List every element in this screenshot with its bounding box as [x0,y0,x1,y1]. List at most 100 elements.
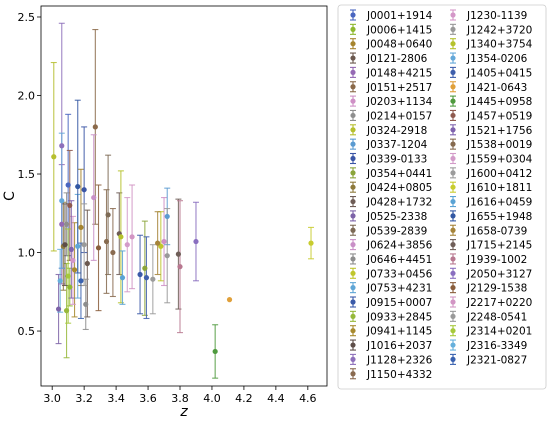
data-point [155,240,161,246]
x-tick-label: 4.2 [235,392,253,405]
legend-marker [450,84,456,90]
legend-label: J1016+2037 [366,340,432,352]
x-tick-label: 3.2 [75,392,93,405]
data-point [158,243,164,249]
legend-marker [450,227,456,233]
legend-entry: J1230-1139 [450,9,527,22]
legend-label: J1405+0415 [466,67,532,79]
data-point [59,143,65,149]
legend-marker [350,227,356,233]
legend-label: J0121-2806 [366,53,428,65]
legend-label: J1655+1948 [466,211,532,223]
error-bars-layer [50,22,315,379]
data-point [63,221,70,227]
legend-entry: J1150+4332 [350,368,432,381]
x-axis-ticks: 3.0 3.2 3.4 3.6 3.8 4.0 4.2 4.4 4.6 [43,386,317,405]
legend-label: J0915+0007 [366,297,432,309]
legend-entry: J0933+2845 [350,310,432,323]
legend-entry: J2248-0541 [450,310,527,323]
x-tick-label: 3.4 [107,392,125,405]
legend-marker [450,184,456,190]
legend-entry: J2129-1538 [450,282,527,295]
legend-entry: J1559+0304 [450,152,533,166]
data-point [129,234,135,240]
legend-entry: J0337-1204 [350,138,428,151]
data-point [226,297,233,303]
legend-label: J1128+2326 [366,354,433,366]
legend-marker [350,328,356,334]
legend-label: J0646+4451 [366,254,432,266]
legend-label: J1939-1002 [466,254,527,266]
legend-label: J1150+4332 [366,369,432,381]
x-tick-label: 3.6 [139,392,157,405]
data-point [70,257,76,263]
data-point [65,273,71,279]
legend-label: J1457+0519 [466,110,532,122]
x-tick-label: 3.0 [43,392,61,405]
legend-marker [350,141,356,147]
data-point [193,238,199,245]
data-point [63,308,70,314]
legend-entry: J0428+1732 [350,196,432,209]
legend-entry: J2321-0827 [450,353,527,366]
legend-marker [350,155,356,162]
legend-entry: J0941+1145 [350,325,432,338]
legend-label: J0324-2918 [366,125,427,137]
legend-entry: J0753+4231 [350,282,432,295]
plot-area [40,5,328,387]
legend-entry: J0354+0441 [350,167,432,180]
x-tick-label: 3.8 [171,392,189,405]
legend-label: J0525-2338 [366,211,427,223]
legend-label: J0337-1204 [366,139,428,151]
legend-label: J1421-0643 [466,82,527,94]
legend-label: J2248-0541 [466,311,527,323]
data-point [91,194,97,201]
legend-label: J1340+3754 [466,39,533,51]
legend-label: J1445+0958 [466,96,532,108]
data-point [150,276,156,282]
legend-label: J2129-1538 [466,283,527,295]
data-point [92,124,98,130]
legend-entry: J0525-2338 [350,210,427,223]
legend-marker [350,213,356,219]
data-point [119,275,126,281]
legend-entry: J0148+4215 [350,66,432,79]
legend-label: J0941+1145 [366,326,432,338]
data-point [59,198,65,204]
data-point [212,348,218,355]
data-point [75,183,81,190]
legend-marker [450,141,456,147]
legend-entry: J0424+0805 [350,181,432,194]
legend-label: J2050+3127 [466,268,532,280]
legend-label: J0006+1415 [366,24,432,36]
data-point [142,265,148,271]
legend-label: J1538+0019 [466,139,532,151]
legend-marker [450,41,456,47]
legend-entry: J0646+4451 [350,253,432,266]
y-axis-label: C [2,191,18,201]
legend-entry: J1354-0206 [450,52,528,65]
legend-entry: J0214+0157 [350,109,432,122]
legend-frame [337,4,547,390]
data-point [67,284,73,290]
legend: J0001+1914 J0006+1415 J0048+0640 J0121-2806… [337,4,547,390]
legend-entry: J1128+2326 [350,353,433,366]
legend-label: J0354+0441 [366,168,432,180]
legend-marker [450,55,456,61]
legend-entry: J1340+3754 [450,38,533,51]
data-point [137,271,143,278]
y-tick-label: 1.0 [18,247,36,260]
legend-entry: J1538+0019 [450,138,532,151]
data-point [55,306,62,312]
legend-label: J2217+0220 [466,297,532,309]
legend-marker [450,242,456,248]
data-point [51,154,57,160]
legend-entry: J2316-3349 [450,339,527,352]
legend-entry: J1421-0643 [450,81,527,94]
legend-marker [450,356,456,362]
legend-label: J0424+0805 [366,182,432,194]
legend-marker [350,313,356,319]
y-tick-label: 2.0 [18,90,36,103]
data-point [177,264,183,270]
legend-entry: J1521+1756 [450,124,533,137]
